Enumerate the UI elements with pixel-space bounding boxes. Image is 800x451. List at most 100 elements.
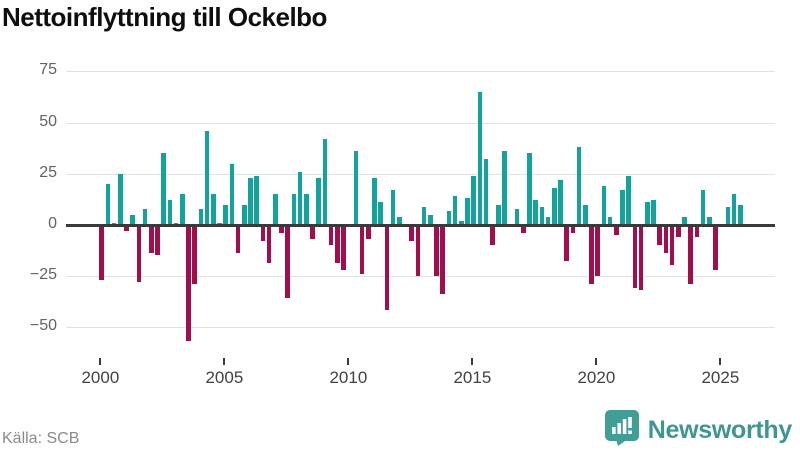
bar	[533, 200, 539, 225]
bar	[242, 204, 247, 225]
bar	[452, 196, 458, 225]
gridline	[66, 173, 775, 175]
bar	[366, 226, 371, 239]
bar	[273, 194, 278, 225]
bar	[335, 226, 340, 264]
bar	[149, 226, 154, 254]
bar	[576, 147, 582, 225]
bar	[700, 190, 706, 225]
brand-name: Newsworthy	[647, 416, 793, 444]
bar	[297, 171, 303, 225]
bar	[421, 206, 427, 225]
bar	[322, 138, 328, 225]
bar	[384, 226, 390, 311]
bar	[428, 214, 433, 225]
bar	[409, 226, 415, 241]
bar	[490, 226, 495, 245]
x-axis-tick-label: 2015	[453, 368, 492, 387]
bar	[539, 206, 545, 225]
bar	[155, 226, 160, 256]
bar	[632, 226, 638, 288]
gridline	[66, 71, 775, 73]
source-caption: Källa: SCB	[2, 430, 80, 447]
bar	[378, 202, 384, 225]
bar	[359, 226, 365, 274]
bar	[118, 173, 123, 225]
bar	[589, 226, 594, 284]
bar	[477, 91, 483, 225]
x-axis-tick	[347, 358, 350, 365]
bar	[731, 194, 737, 225]
bar	[502, 151, 508, 225]
bar	[235, 226, 241, 254]
bar	[136, 226, 142, 282]
bar	[328, 226, 334, 245]
x-axis-tick	[471, 358, 474, 365]
bar	[397, 216, 402, 225]
bar	[459, 220, 464, 225]
bar	[676, 226, 681, 237]
x-axis-tick-label: 2000	[81, 368, 120, 387]
bar	[142, 208, 148, 225]
x-axis-tick-label: 2005	[205, 368, 244, 387]
bar	[260, 226, 266, 241]
bar	[161, 153, 167, 225]
x-axis-tick-label: 2020	[577, 368, 616, 387]
bar	[310, 226, 315, 239]
x-axis-tick-label: 2010	[329, 368, 368, 387]
bar	[390, 190, 396, 225]
y-axis-tick-label: 50	[39, 112, 57, 130]
bar	[471, 175, 477, 225]
bar	[725, 206, 731, 225]
bar	[229, 163, 235, 225]
bar	[738, 204, 743, 225]
bar	[440, 226, 446, 295]
x-axis-tick	[719, 358, 722, 365]
bar	[167, 200, 173, 225]
bar	[707, 216, 712, 225]
bar	[669, 226, 675, 266]
y-axis-tick-label: 0	[48, 215, 57, 232]
bar	[601, 186, 607, 225]
bar	[626, 175, 632, 225]
bar	[465, 198, 470, 225]
bar	[682, 216, 687, 225]
x-axis-tick	[223, 358, 226, 365]
bar	[614, 226, 619, 235]
zero-axis-line	[66, 223, 775, 227]
x-axis-tick	[595, 358, 598, 365]
bar	[192, 226, 198, 284]
bar	[446, 210, 452, 225]
y-axis-tick-label: −25	[29, 266, 57, 284]
y-axis-tick-label: 25	[39, 163, 57, 181]
bar	[204, 130, 210, 225]
bar	[521, 226, 526, 233]
bar	[651, 200, 656, 225]
bar	[434, 226, 439, 276]
bar	[564, 226, 570, 262]
bar	[223, 204, 229, 225]
bar	[186, 226, 191, 342]
bar	[198, 208, 204, 225]
bar	[124, 226, 129, 231]
bar	[694, 226, 700, 237]
bar	[657, 226, 663, 245]
bar-chart-badge-icon	[604, 410, 639, 451]
bar	[620, 190, 625, 225]
x-axis-tick	[99, 358, 102, 365]
bar	[266, 226, 272, 264]
bar	[645, 202, 650, 225]
newsworthy-logo: Newsworthy	[604, 410, 793, 451]
bar	[304, 194, 309, 225]
bar	[583, 204, 588, 225]
bar	[248, 177, 253, 225]
bar	[496, 204, 501, 225]
bar	[285, 226, 291, 299]
bar	[514, 208, 520, 225]
bar	[372, 177, 377, 225]
bar	[353, 151, 359, 225]
bar	[545, 216, 551, 225]
bar	[99, 226, 105, 280]
bar	[316, 177, 322, 225]
